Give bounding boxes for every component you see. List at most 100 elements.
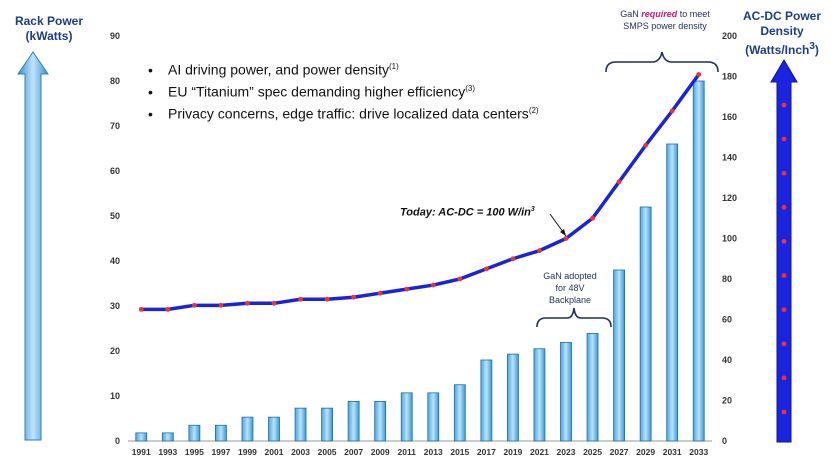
arrow-dot [781,136,787,142]
left-axis-tick-label: 80 [110,76,120,86]
x-axis-tick-label: 1993 [158,447,177,457]
arrow-dot [781,102,787,108]
bar-rack-power [639,206,652,442]
bullet-item: • AI driving power, and power density(1) [148,56,539,78]
bar-rack-power [507,353,519,442]
rack-power-title-line2: (kWatts) [25,29,73,43]
bullet-dot: • [148,61,153,78]
x-axis-tick-label: 2013 [424,447,443,457]
bar-rack-power [321,407,333,442]
left-axis-tick-label: 0 [115,436,120,446]
bullet-ref: (3) [465,84,476,93]
arrow-dot [781,409,787,415]
rack-power-title-line1: Rack Power [14,14,84,28]
x-axis-tick-label: 2015 [450,447,469,457]
x-axis-tick-label: 2017 [477,447,496,457]
density-unit-text: (Watts/Inch [745,43,810,57]
bar-rack-power [215,424,227,442]
gan-adopted-note: GaN adopted for 48V Backplane [530,270,610,306]
density-unit-sup: 3 [809,41,815,52]
bar-rack-power [135,432,148,442]
right-axis-tick-label: 40 [722,355,732,365]
marker-power-density [510,256,516,262]
x-axis-tick-label: 1997 [211,447,230,457]
right-axis-tick-label: 60 [722,315,732,325]
right-axis-tick-label: 180 [722,72,737,82]
note-emphasis: required [641,9,678,19]
marker-power-density [138,306,144,312]
left-axis-tick-label: 90 [110,31,120,41]
bar-rack-power [692,80,705,442]
bar-rack-power [533,348,546,442]
bar-rack-power [268,416,280,442]
bar-rack-power [586,333,599,442]
marker-power-density [669,108,675,114]
marker-power-density [191,302,197,308]
bar-rack-power [347,400,360,442]
right-axis-tick-label: 140 [722,153,737,163]
bullet-text: Privacy concerns, edge traffic: drive lo… [168,105,529,122]
bar-rack-power [400,392,413,442]
x-axis-tick-label: 2001 [265,447,284,457]
marker-power-density [377,290,383,296]
today-text: Today: AC-DC = 100 W/in [400,206,531,219]
left-axis-tick-label: 40 [110,256,120,266]
marker-power-density [404,286,410,292]
note-text: GaN [620,9,642,19]
bullet-text: EU “Titanium” spec demanding higher effi… [168,83,466,100]
gan-required-note: GaN required to meet SMPS power density [610,8,720,32]
bar-rack-power [161,432,174,442]
gan-adopted-line3: Backplane [548,295,592,305]
right-axis-tick-label: 20 [722,396,732,406]
marker-power-density [643,142,649,148]
line-power-density [141,73,701,312]
x-axis-tick-label: 1999 [238,447,257,457]
bar-rack-power [480,359,493,442]
marker-power-density [245,300,250,306]
bar-rack-power [560,342,572,442]
bar-rack-power [453,384,466,442]
left-axis-tick-label: 10 [110,391,120,401]
brace-gan [536,307,612,328]
bar-rack-power [666,143,679,442]
density-title-line1: AC-DC Power [742,9,821,23]
density-title-line3: (Watts/Inch3) [736,39,828,58]
x-axis-tick-label: 2019 [503,447,522,457]
left-axis-tick-label: 30 [110,301,120,311]
x-axis-tick-label: 2007 [344,447,363,457]
bar-rack-power [294,407,307,442]
x-axis-tick-label: 2027 [610,447,629,457]
arrow-dot [781,239,787,244]
marker-power-density [590,215,595,221]
marker-power-density [483,266,489,272]
note-text: to meet [677,9,710,19]
marker-power-density [616,179,622,185]
marker-power-density [351,294,357,300]
marker-power-density [457,276,463,282]
arrow-dot [781,341,787,347]
marker-power-density [271,300,277,306]
x-axis-tick-label: 1991 [132,447,151,457]
power-density-arrow [770,59,798,443]
marker-power-density [696,72,702,77]
bullet-item: • EU “Titanium” spec demanding higher eff… [148,78,539,100]
gan-required-line2: SMPS power density [623,21,707,31]
bullet-text: AI driving power, and power density [168,61,390,78]
density-title-line2: Density [760,24,804,38]
x-axis-tick-label: 2025 [583,447,602,457]
right-axis-tick-label: 80 [722,274,732,284]
bullet-dot: • [148,105,153,122]
x-axis-tick-label: 2031 [663,447,682,457]
left-axis-tick-label: 20 [110,346,120,356]
brace-top [605,51,719,73]
right-axis-tick-label: 160 [722,112,737,122]
bar-rack-power [613,269,625,442]
marker-power-density [430,282,436,288]
left-axis-tick-label: 60 [110,166,120,176]
marker-power-density [324,296,330,302]
bullet-dot: • [148,83,153,100]
arrow-dot [781,170,787,176]
marker-power-density [218,302,224,308]
right-axis-tick-label: 0 [722,436,727,446]
